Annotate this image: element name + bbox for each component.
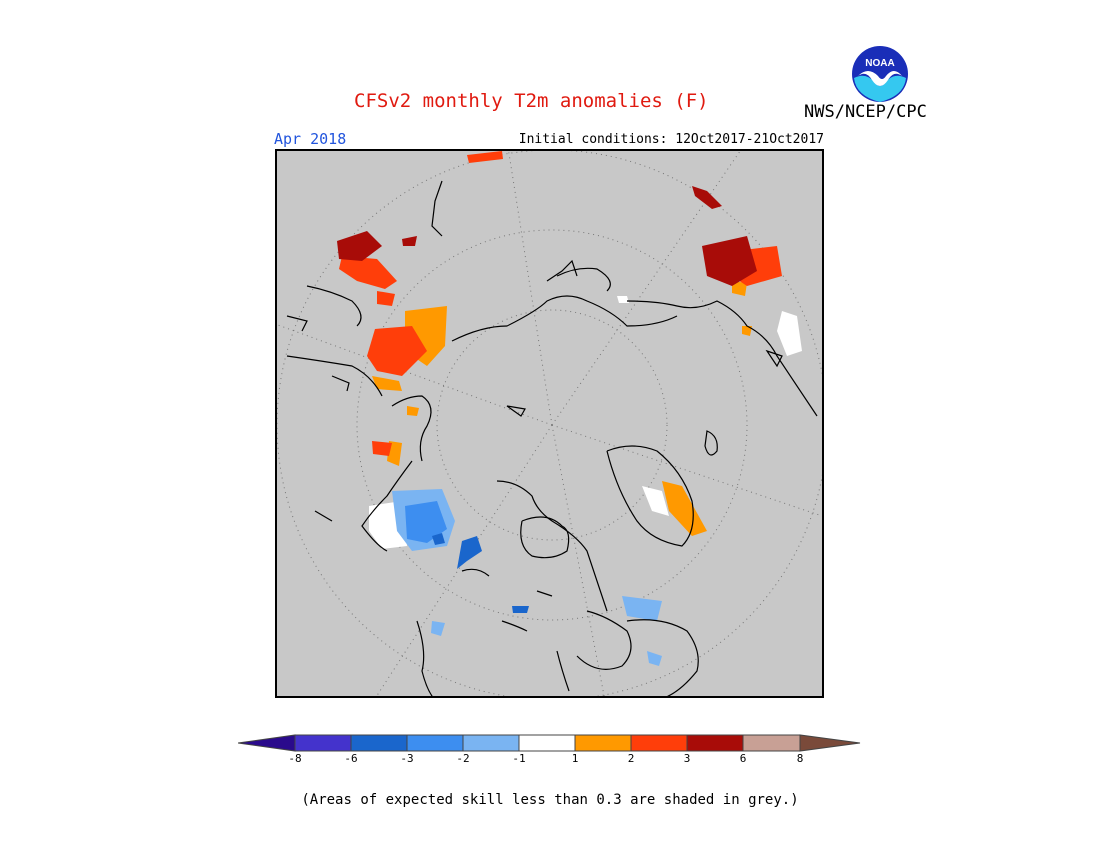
colorbar-bin-5 [518, 734, 576, 752]
colorbar-tick: 2 [627, 752, 635, 765]
colorbar [238, 734, 861, 752]
colorbar-tick: 8 [796, 752, 804, 765]
skill-note: (Areas of expected skill less than 0.3 a… [301, 792, 799, 808]
colorbar-tick: -1 [512, 752, 526, 765]
colorbar-ticks: -8 -6 -3 -2 -1 1 2 3 6 8 [0, 752, 1100, 770]
polar-map-canvas [277, 151, 822, 696]
colorbar-bin-9 [742, 734, 801, 752]
anomaly-dark-red-areas [337, 186, 757, 286]
colorbar-bin-0 [238, 734, 296, 752]
noaa-logo-icon: NOAA [850, 44, 910, 104]
colorbar-tick: 3 [683, 752, 691, 765]
colorbar-tick: -2 [456, 752, 470, 765]
colorbar-tick: 6 [739, 752, 747, 765]
colorbar-bin-10 [799, 734, 861, 752]
colorbar-bin-6 [574, 734, 632, 752]
colorbar-bin-7 [630, 734, 688, 752]
forecast-month: Apr 2018 [274, 130, 347, 148]
polar-map [275, 149, 824, 698]
colorbar-bin-3 [406, 734, 464, 752]
colorbar-bin-1 [294, 734, 352, 752]
colorbar-tick: 1 [571, 752, 579, 765]
graticule [277, 151, 822, 696]
agency-label: NWS/NCEP/CPC [804, 102, 927, 122]
colorbar-tick: -8 [288, 752, 302, 765]
colorbar-bin-4 [462, 734, 520, 752]
svg-text:NOAA: NOAA [865, 58, 894, 69]
colorbar-bin-8 [686, 734, 744, 752]
colorbar-bin-2 [350, 734, 408, 752]
anomaly-blue-areas [432, 533, 529, 613]
colorbar-tick: -6 [344, 752, 358, 765]
coastlines [286, 180, 818, 696]
chart-title: CFSv2 monthly T2m anomalies (F) [354, 90, 709, 112]
initial-conditions: Initial conditions: 12Oct2017-21Oct2017 [518, 132, 824, 147]
anomaly-mid-blue-areas [405, 501, 447, 543]
anomaly-white-areas [369, 296, 802, 549]
map-background [277, 151, 822, 696]
colorbar-tick: -3 [400, 752, 414, 765]
